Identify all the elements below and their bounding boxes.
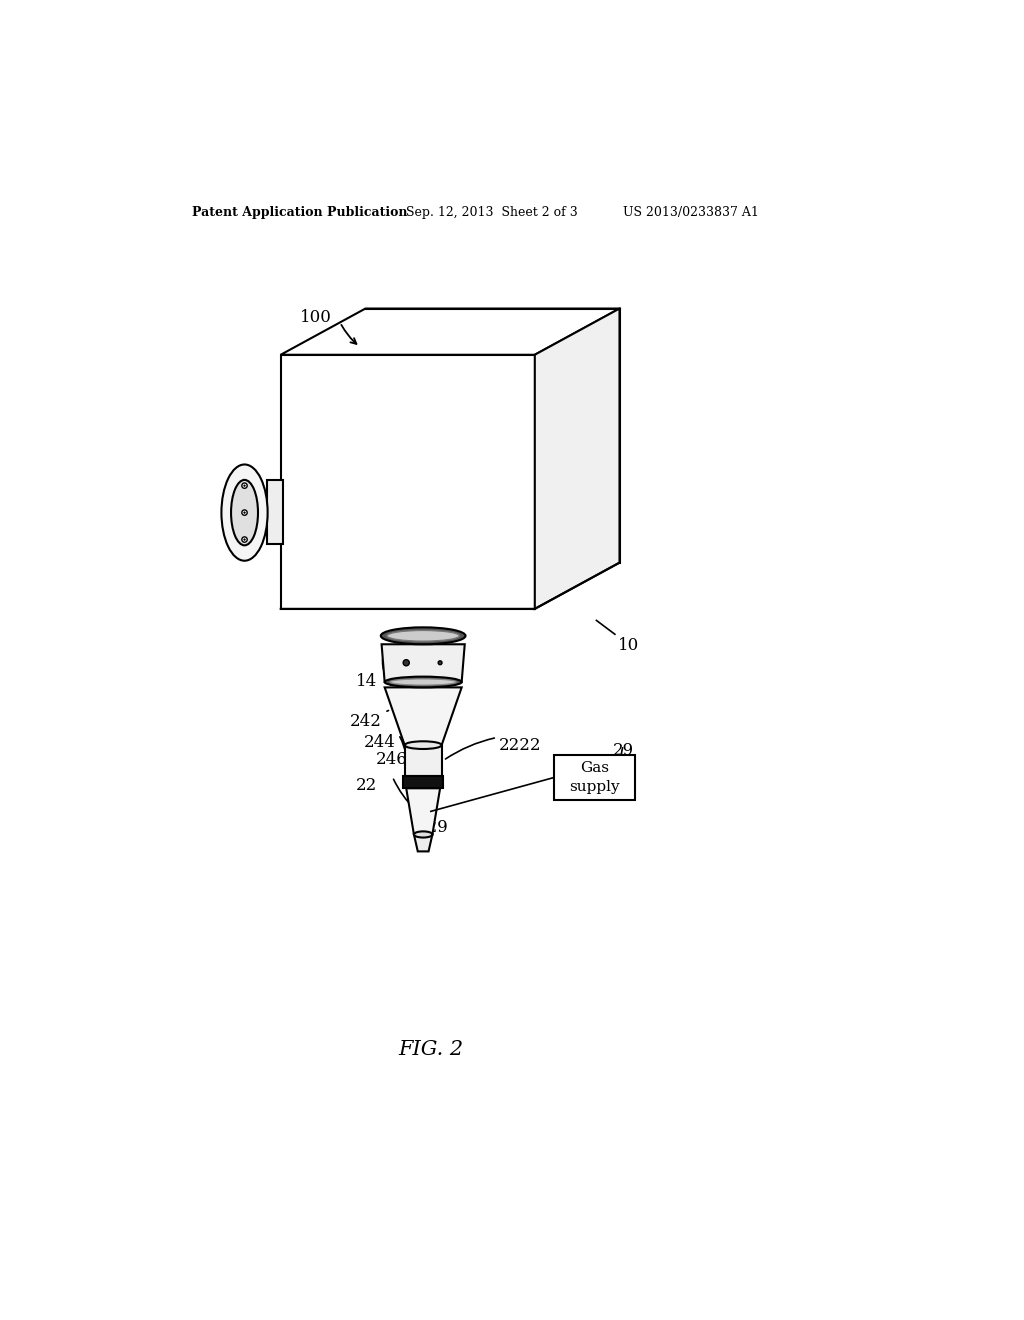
Polygon shape	[414, 834, 432, 851]
Polygon shape	[403, 776, 443, 788]
Text: 22: 22	[355, 776, 377, 793]
Ellipse shape	[404, 742, 441, 748]
Bar	[554, 755, 635, 800]
Text: 14: 14	[356, 673, 378, 690]
Text: US 2013/0233837 A1: US 2013/0233837 A1	[624, 206, 759, 219]
Ellipse shape	[244, 539, 246, 540]
Text: 246: 246	[376, 751, 408, 768]
Ellipse shape	[242, 537, 247, 543]
Ellipse shape	[244, 512, 246, 513]
Ellipse shape	[231, 480, 258, 545]
Ellipse shape	[244, 484, 246, 487]
Polygon shape	[382, 644, 465, 682]
Ellipse shape	[221, 465, 267, 561]
Ellipse shape	[385, 677, 462, 688]
Ellipse shape	[390, 678, 457, 685]
Polygon shape	[407, 788, 440, 834]
Text: 2222: 2222	[499, 738, 541, 755]
Bar	[267, 480, 283, 544]
Text: 10: 10	[617, 638, 639, 655]
Text: Gas
supply: Gas supply	[569, 762, 620, 793]
Text: 244: 244	[364, 734, 395, 751]
Ellipse shape	[242, 510, 247, 515]
Polygon shape	[535, 309, 620, 609]
Text: Patent Application Publication: Patent Application Publication	[193, 206, 408, 219]
Ellipse shape	[438, 661, 442, 665]
Polygon shape	[281, 309, 620, 355]
Ellipse shape	[387, 631, 460, 642]
Polygon shape	[404, 744, 441, 776]
Text: 100: 100	[300, 309, 332, 326]
Ellipse shape	[403, 660, 410, 665]
Polygon shape	[385, 688, 462, 744]
Text: 229: 229	[417, 818, 449, 836]
Ellipse shape	[381, 627, 466, 644]
Text: FIG. 2: FIG. 2	[398, 1040, 464, 1059]
Text: 29: 29	[612, 742, 634, 759]
Text: 242: 242	[350, 713, 382, 730]
Ellipse shape	[242, 483, 247, 488]
Text: Sep. 12, 2013  Sheet 2 of 3: Sep. 12, 2013 Sheet 2 of 3	[407, 206, 578, 219]
Ellipse shape	[414, 832, 432, 838]
